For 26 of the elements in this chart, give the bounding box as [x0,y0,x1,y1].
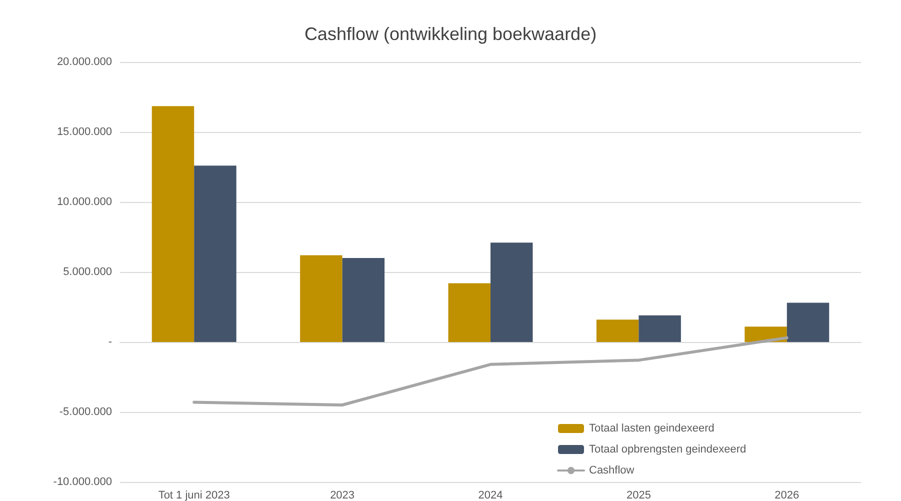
y-tick-label: 5.000.000 [63,266,112,278]
y-tick-label: 15.000.000 [56,126,112,138]
bar [448,283,490,342]
y-tick-label: 20.000.000 [56,56,112,68]
legend-label: Cashflow [589,464,634,476]
x-tick-label: 2026 [774,490,800,501]
x-tick-label: Tot 1 juni 2023 [158,490,230,501]
line-series [192,336,788,406]
x-tick-label: 2024 [478,490,503,501]
x-tick-label: 2023 [330,490,355,501]
bar [596,320,639,342]
bar [194,166,236,342]
y-tick-label: -10.000.000 [53,476,112,488]
y-tick-label: 10.000.000 [56,196,112,208]
bar [490,242,533,342]
y-tick-label: -5.000.000 [59,406,112,418]
bar [152,106,194,342]
legend-label: Totaal lasten geindexeerd [589,422,714,434]
bar [342,258,385,342]
legend-label: Totaal opbrengsten geindexeerd [589,444,746,456]
chart-title: Cashflow (ontwikkeling boekwaarde) [304,24,597,44]
bar [786,302,830,342]
bar [300,255,342,342]
bar [638,315,681,342]
y-tick-label: - [108,336,112,348]
x-tick-label: 2025 [626,490,651,501]
